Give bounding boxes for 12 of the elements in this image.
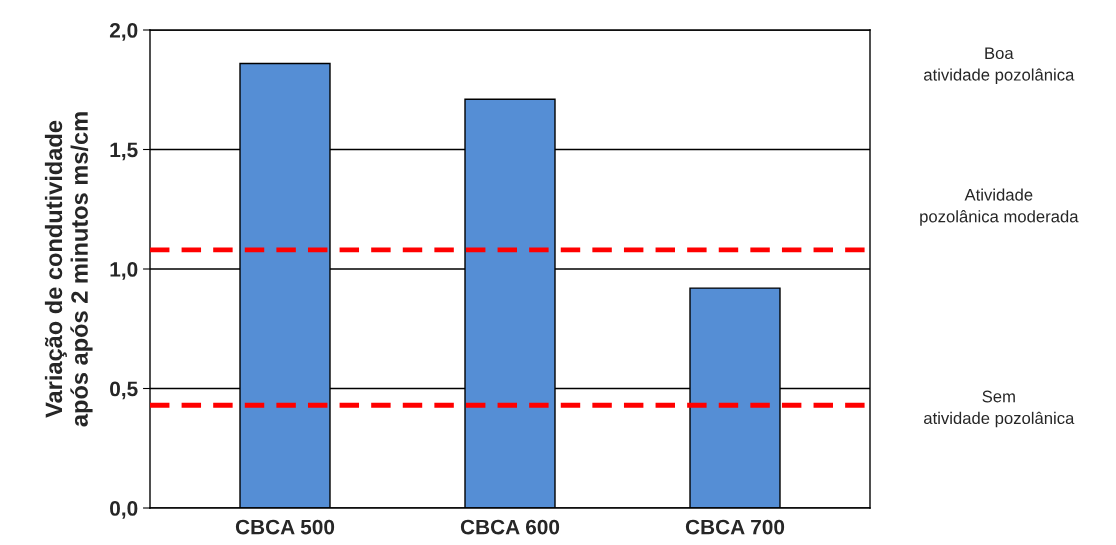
text: Atividade pozolânica moderada — [920, 188, 1079, 226]
x-tick-label: CBCA 700 — [685, 519, 785, 535]
y-axis-title: Variação de condutividade após após 2 minutos ms/cm — [44, 112, 93, 427]
y-tick-label: 2,0 — [109, 23, 138, 41]
y-tick-label: 0,5 — [110, 381, 138, 400]
y-tick-label: 1,0 — [110, 262, 138, 280]
text: Boa atividade pozolânica — [924, 47, 1075, 84]
y-tick-label: 1,5 — [110, 142, 138, 161]
x-tick-label: CBCA 500 — [235, 519, 335, 535]
text: Sem atividade pozolânica — [924, 390, 1075, 428]
x-tick-label: CBCA 600 — [460, 519, 560, 535]
y-tick-label: 0,0 — [110, 501, 138, 519]
